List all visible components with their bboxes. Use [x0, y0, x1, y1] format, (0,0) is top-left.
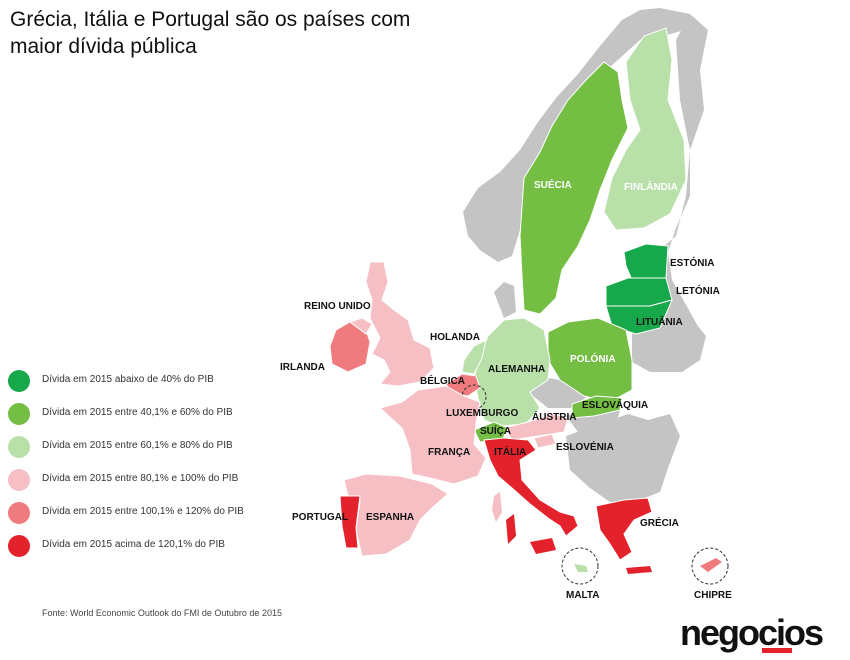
- crete-shape: [626, 566, 652, 574]
- label-grecia: GRÉCIA: [640, 516, 679, 529]
- label-reino-unido: REINO UNIDO: [304, 301, 371, 312]
- poland-shape: [547, 317, 633, 403]
- legend-swatch: [8, 370, 30, 392]
- label-eslovenia: ESLOVÉNIA: [556, 440, 614, 453]
- legend-label: Dívida em 2015 abaixo de 40% do PIB: [42, 374, 214, 385]
- source-note: Fonte: World Economic Outlook do FMI de …: [42, 608, 282, 618]
- sicily-shape: [530, 538, 556, 554]
- cyprus-inset: [691, 547, 729, 585]
- greece-shape: [595, 497, 653, 561]
- legend-label: Dívida em 2015 entre 100,1% e 120% do PI…: [42, 506, 244, 517]
- label-italia: ITÁLIA: [494, 445, 526, 458]
- italy-shape: [483, 437, 579, 537]
- malta-shape: [574, 564, 588, 572]
- map-title: Grécia, Itália e Portugal são os países …: [10, 8, 411, 58]
- malta-inset: [561, 547, 599, 585]
- label-espanha: ESPANHA: [366, 512, 414, 523]
- label-malta: MALTA: [566, 590, 600, 601]
- label-holanda: HOLANDA: [430, 332, 480, 343]
- sweden-shape: [519, 61, 629, 315]
- label-suica: SUÍÇA: [480, 424, 511, 437]
- legend-label: Dívida em 2015 entre 40,1% e 60% do PIB: [42, 407, 233, 418]
- label-suecia: SUÉCIA: [534, 178, 572, 191]
- portugal-shape: [339, 495, 361, 549]
- label-eslovaquia: ESLOVÁQUIA: [582, 398, 648, 411]
- label-austria: ÁUSTRIA: [532, 410, 576, 423]
- slovenia-shape: [533, 433, 557, 449]
- legend-label: Dívida em 2015 entre 60,1% e 80% do PIB: [42, 440, 233, 451]
- estonia-shape: [623, 243, 669, 281]
- label-irlanda: IRLANDA: [280, 362, 325, 373]
- label-luxemburgo: LUXEMBURGO: [446, 408, 518, 419]
- uk-shape: [365, 261, 435, 387]
- brand-logo: negocios: [680, 612, 824, 653]
- label-franca: FRANÇA: [428, 447, 470, 458]
- switzerland-shape: [473, 421, 509, 443]
- label-estonia: ESTÓNIA: [670, 256, 714, 269]
- france-shape: [378, 385, 487, 485]
- brand-accent-bar: [762, 648, 792, 653]
- label-finlandia: FINLÂNDIA: [624, 180, 678, 193]
- northern-ireland-shape: [348, 317, 373, 335]
- legend-label: Dívida em 2015 acima de 120,1% do PIB: [42, 539, 225, 550]
- denmark-shape: [494, 282, 516, 318]
- finland-shape: [603, 27, 687, 231]
- corsica-shape: [492, 492, 502, 522]
- label-polonia: POLÓNIA: [570, 352, 616, 365]
- legend-swatch: [8, 535, 30, 557]
- legend-swatch: [8, 469, 30, 491]
- label-portugal: PORTUGAL: [292, 512, 348, 523]
- legend-swatch: [8, 403, 30, 425]
- cyprus-shape: [700, 558, 722, 572]
- label-lituania: LITUÂNIA: [636, 315, 683, 328]
- russia-west-shape: [632, 14, 708, 348]
- latvia-shape: [605, 277, 673, 307]
- netherlands-shape: [461, 339, 487, 375]
- norway-shape: [463, 8, 690, 262]
- legend-label: Dívida em 2015 entre 80,1% e 100% do PIB: [42, 473, 239, 484]
- label-chipre: CHIPRE: [694, 590, 732, 601]
- label-alemanha: ALEMANHA: [488, 364, 545, 375]
- legend-swatch: [8, 502, 30, 524]
- sardinia-shape: [506, 514, 516, 544]
- label-letonia: LETÓNIA: [676, 284, 720, 297]
- slovakia-shape: [571, 395, 623, 419]
- label-belgica: BÉLGICA: [420, 374, 465, 387]
- legend-swatch: [8, 436, 30, 458]
